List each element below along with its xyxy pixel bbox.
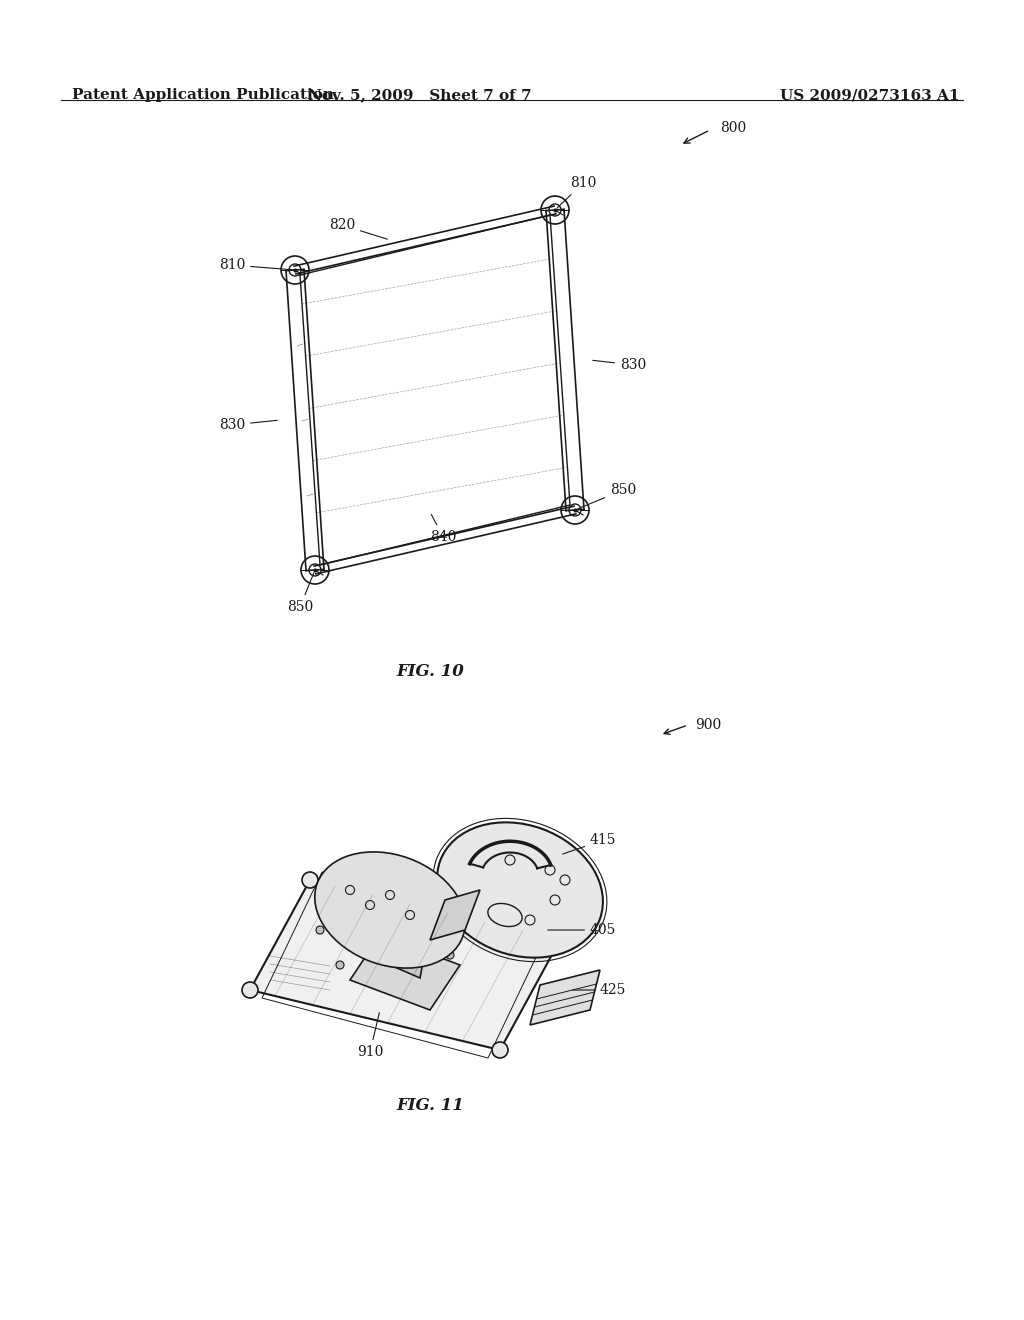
Text: 800: 800 <box>720 121 746 135</box>
Circle shape <box>302 873 318 888</box>
Polygon shape <box>250 880 560 1049</box>
Text: US 2009/0273163 A1: US 2009/0273163 A1 <box>780 88 959 102</box>
Circle shape <box>552 932 568 948</box>
Ellipse shape <box>314 851 465 968</box>
Text: 850: 850 <box>287 573 314 614</box>
Ellipse shape <box>437 822 603 957</box>
Text: 840: 840 <box>430 515 457 544</box>
Text: 820: 820 <box>329 218 387 239</box>
Circle shape <box>376 978 384 986</box>
Text: 830: 830 <box>219 418 278 432</box>
Text: 425: 425 <box>572 983 627 997</box>
Polygon shape <box>390 912 430 978</box>
Text: 910: 910 <box>356 1012 383 1059</box>
Circle shape <box>426 941 434 949</box>
Circle shape <box>316 927 324 935</box>
Text: FIG. 10: FIG. 10 <box>396 664 464 681</box>
Polygon shape <box>430 890 480 940</box>
Text: FIG. 11: FIG. 11 <box>396 1097 464 1114</box>
Text: 850: 850 <box>578 483 636 510</box>
Circle shape <box>446 950 454 960</box>
Circle shape <box>336 961 344 969</box>
Text: 810: 810 <box>219 257 292 272</box>
Circle shape <box>242 982 258 998</box>
Circle shape <box>492 1041 508 1059</box>
Text: Patent Application Publication: Patent Application Publication <box>72 88 334 102</box>
Text: 900: 900 <box>695 718 721 733</box>
Text: Nov. 5, 2009   Sheet 7 of 7: Nov. 5, 2009 Sheet 7 of 7 <box>308 88 531 102</box>
Polygon shape <box>350 935 460 1010</box>
Polygon shape <box>530 970 600 1026</box>
Circle shape <box>356 972 364 979</box>
Circle shape <box>336 935 344 942</box>
Text: 405: 405 <box>548 923 616 937</box>
Text: 830: 830 <box>593 358 646 372</box>
Text: 810: 810 <box>557 176 596 209</box>
Text: 415: 415 <box>562 833 616 854</box>
